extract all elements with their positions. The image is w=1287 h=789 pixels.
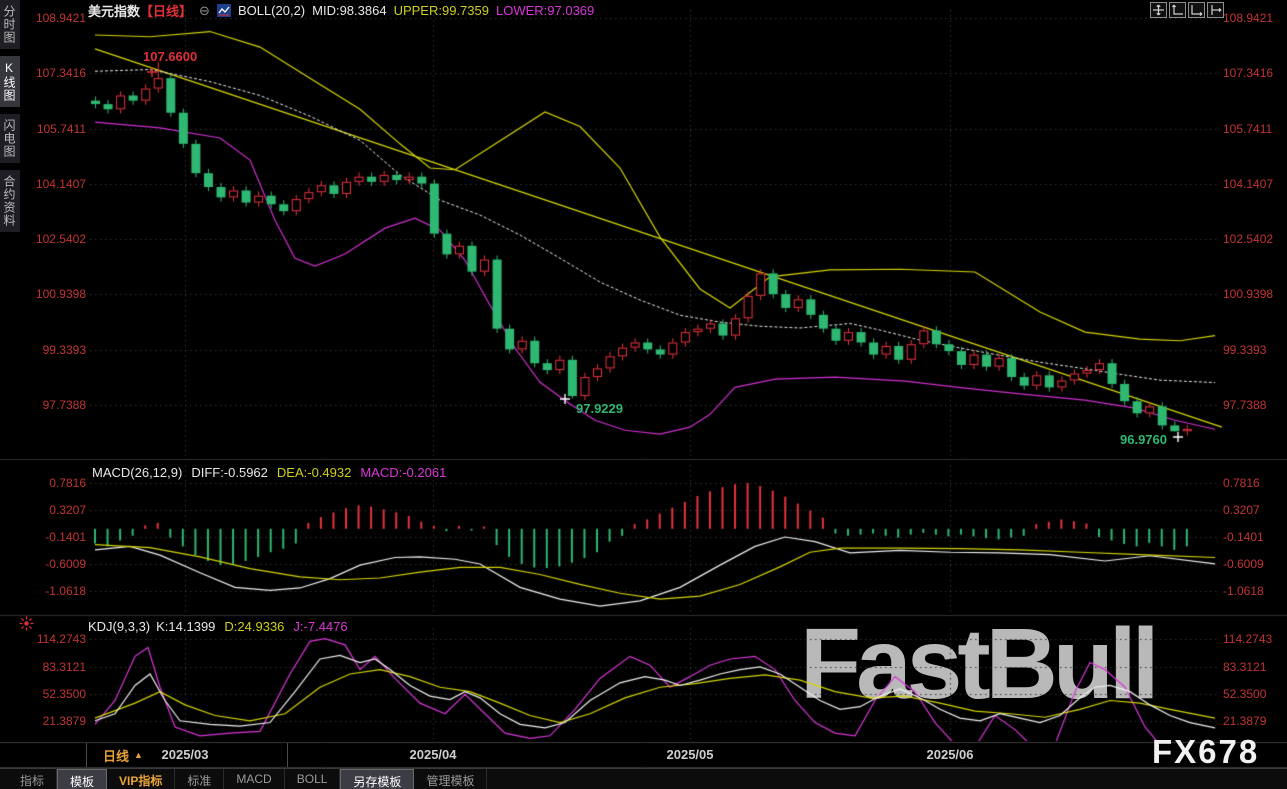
april-low-annotation: 97.9229	[576, 401, 623, 416]
peak-price-annotation: 107.6600	[143, 49, 198, 64]
sidebar-item-2[interactable]: K线图	[0, 56, 20, 107]
macd-header: MACD(26,12,9) DIFF:-0.5962 DEA:-0.4932 M…	[92, 465, 446, 480]
tab-标准[interactable]: 标准	[175, 769, 225, 789]
fx678-brand: FX678	[1152, 733, 1260, 770]
boll-title: BOLL(20,2)	[237, 3, 306, 18]
period-tag: 【日线】	[140, 4, 193, 19]
macd-axis-label-right: 0.3207	[1223, 503, 1260, 517]
macd-macd-value: MACD:-0.2061	[360, 465, 447, 480]
tab-MACD[interactable]: MACD	[224, 769, 285, 789]
price-axis-label-right: 97.7388	[1223, 398, 1267, 413]
price-axis-label-left: 97.7388	[42, 398, 86, 413]
price-axis-label-left: 105.7411	[36, 121, 86, 136]
kdj-d-value: D:24.9336	[224, 619, 285, 634]
kdj-axis-label-left: 52.3500	[42, 687, 86, 701]
price-axis-label-right: 105.7411	[1223, 121, 1273, 136]
macd-axis-label-left: -1.0618	[45, 584, 86, 598]
macd-title: MACD(26,12,9)	[92, 465, 183, 480]
kdj-settings-icon[interactable]	[19, 616, 34, 636]
price-axis-label-left: 99.3393	[42, 342, 86, 357]
sidebar-item-4[interactable]: 合约资料	[0, 170, 20, 232]
price-axis-label-right: 100.9398	[1223, 287, 1274, 302]
macd-axis-label-right: -1.0618	[1223, 584, 1264, 598]
tab-BOLL[interactable]: BOLL	[285, 769, 341, 789]
kdj-j-value: J:-7.4476	[293, 619, 348, 634]
macd-axis-label-left: -0.6009	[45, 557, 86, 571]
kdj-axis-label-right: 21.3879	[1223, 714, 1267, 729]
tab-管理模板[interactable]: 管理模板	[414, 769, 488, 789]
chart-toolbar	[1150, 2, 1224, 18]
macd-axis-label-left: 0.7816	[49, 476, 86, 490]
price-axis-label-right: 108.9421	[1223, 11, 1274, 25]
y-axis-scale-icon[interactable]	[1169, 2, 1186, 18]
kdj-axis-label-left: 21.3879	[42, 714, 86, 729]
symbol-name: 美元指数	[88, 4, 141, 19]
pan-icon[interactable]	[1150, 2, 1167, 18]
kdj-axis-label-right: 114.2743	[1223, 632, 1273, 647]
period-selector-label: 日线	[103, 748, 130, 764]
price-axis-label-left: 100.9398	[35, 287, 86, 302]
boll-upper-value: UPPER:99.7359	[393, 3, 489, 18]
tab-指标[interactable]: 指标	[8, 769, 58, 789]
x-axis-label: 2025/04	[409, 747, 457, 762]
macd-axis-label-right: -0.6009	[1223, 557, 1264, 571]
price-axis-label-right: 99.3393	[1223, 342, 1267, 357]
macd-dea-value: DEA:-0.4932	[276, 465, 352, 480]
period-selector[interactable]: 日线 ▲	[86, 743, 288, 767]
macd-axis-label-left: -0.1401	[45, 530, 86, 544]
kdj-title: KDJ(9,3,3)	[88, 619, 151, 634]
collapse-icon[interactable]: ⊖	[199, 2, 210, 18]
time-axis-row: 日线 ▲ 2025/03 2025/04 2025/05 2025/06	[0, 743, 1287, 767]
kdj-header: KDJ(9,3,3) K:14.1399 D:24.9336 J:-7.4476	[88, 619, 348, 634]
x-axis-scale-icon[interactable]	[1188, 2, 1205, 18]
price-axis-label-left: 102.5402	[35, 232, 86, 247]
macd-axis-label-left: 0.3207	[49, 503, 86, 517]
kdj-axis-label-right: 52.3500	[1223, 687, 1267, 701]
x-axis-label: 2025/06	[926, 747, 974, 762]
price-axis-label-left: 104.1407	[35, 176, 86, 191]
x-axis-label: 2025/03	[161, 747, 209, 762]
chart-header: 美元指数 【日线】 ⊖ BOLL(20,2) MID:98.3864 UPPER…	[88, 1, 594, 20]
kdj-axis-label-right: 83.3121	[1223, 659, 1267, 674]
price-axis-label-left: 108.9421	[35, 11, 86, 25]
period-selector-arrow: ▲	[134, 750, 143, 760]
boll-mid-value: MID:98.3864	[312, 3, 387, 18]
indicator-chart-icon[interactable]	[216, 4, 231, 17]
macd-axis-label-right: -0.1401	[1223, 530, 1264, 544]
kdj-axis-label-left: 83.3121	[42, 659, 86, 674]
june-low-annotation: 96.9760	[1120, 432, 1167, 447]
bottom-tab-bar: 指标 模板 VIP指标 标准 MACD BOLL 另存模板 管理模板	[0, 768, 1287, 789]
sidebar-item-1[interactable]: 分时图	[0, 0, 20, 49]
shift-right-icon[interactable]	[1207, 2, 1224, 18]
boll-lower-value: LOWER:97.0369	[495, 3, 595, 18]
tab-另存模板[interactable]: 另存模板	[340, 769, 415, 789]
tab-模板[interactable]: 模板	[57, 769, 108, 789]
kdj-k-value: K:14.1399	[156, 619, 216, 634]
price-axis-label-right: 104.1407	[1223, 176, 1274, 191]
left-sidebar: 分时图 K线图闪电图合约资料	[0, 0, 20, 232]
price-axis-label-right: 102.5402	[1223, 232, 1274, 247]
kdj-axis-label-left: 114.2743	[36, 632, 86, 647]
tab-VIP指标[interactable]: VIP指标	[107, 769, 176, 789]
x-axis-label: 2025/05	[666, 747, 714, 762]
price-axis-label-left: 107.3416	[35, 66, 86, 81]
macd-axis-label-right: 0.7816	[1223, 476, 1260, 490]
price-axis-label-right: 107.3416	[1223, 66, 1274, 81]
sidebar-item-3[interactable]: 闪电图	[0, 114, 20, 163]
macd-diff-value: DIFF:-0.5962	[191, 465, 268, 480]
